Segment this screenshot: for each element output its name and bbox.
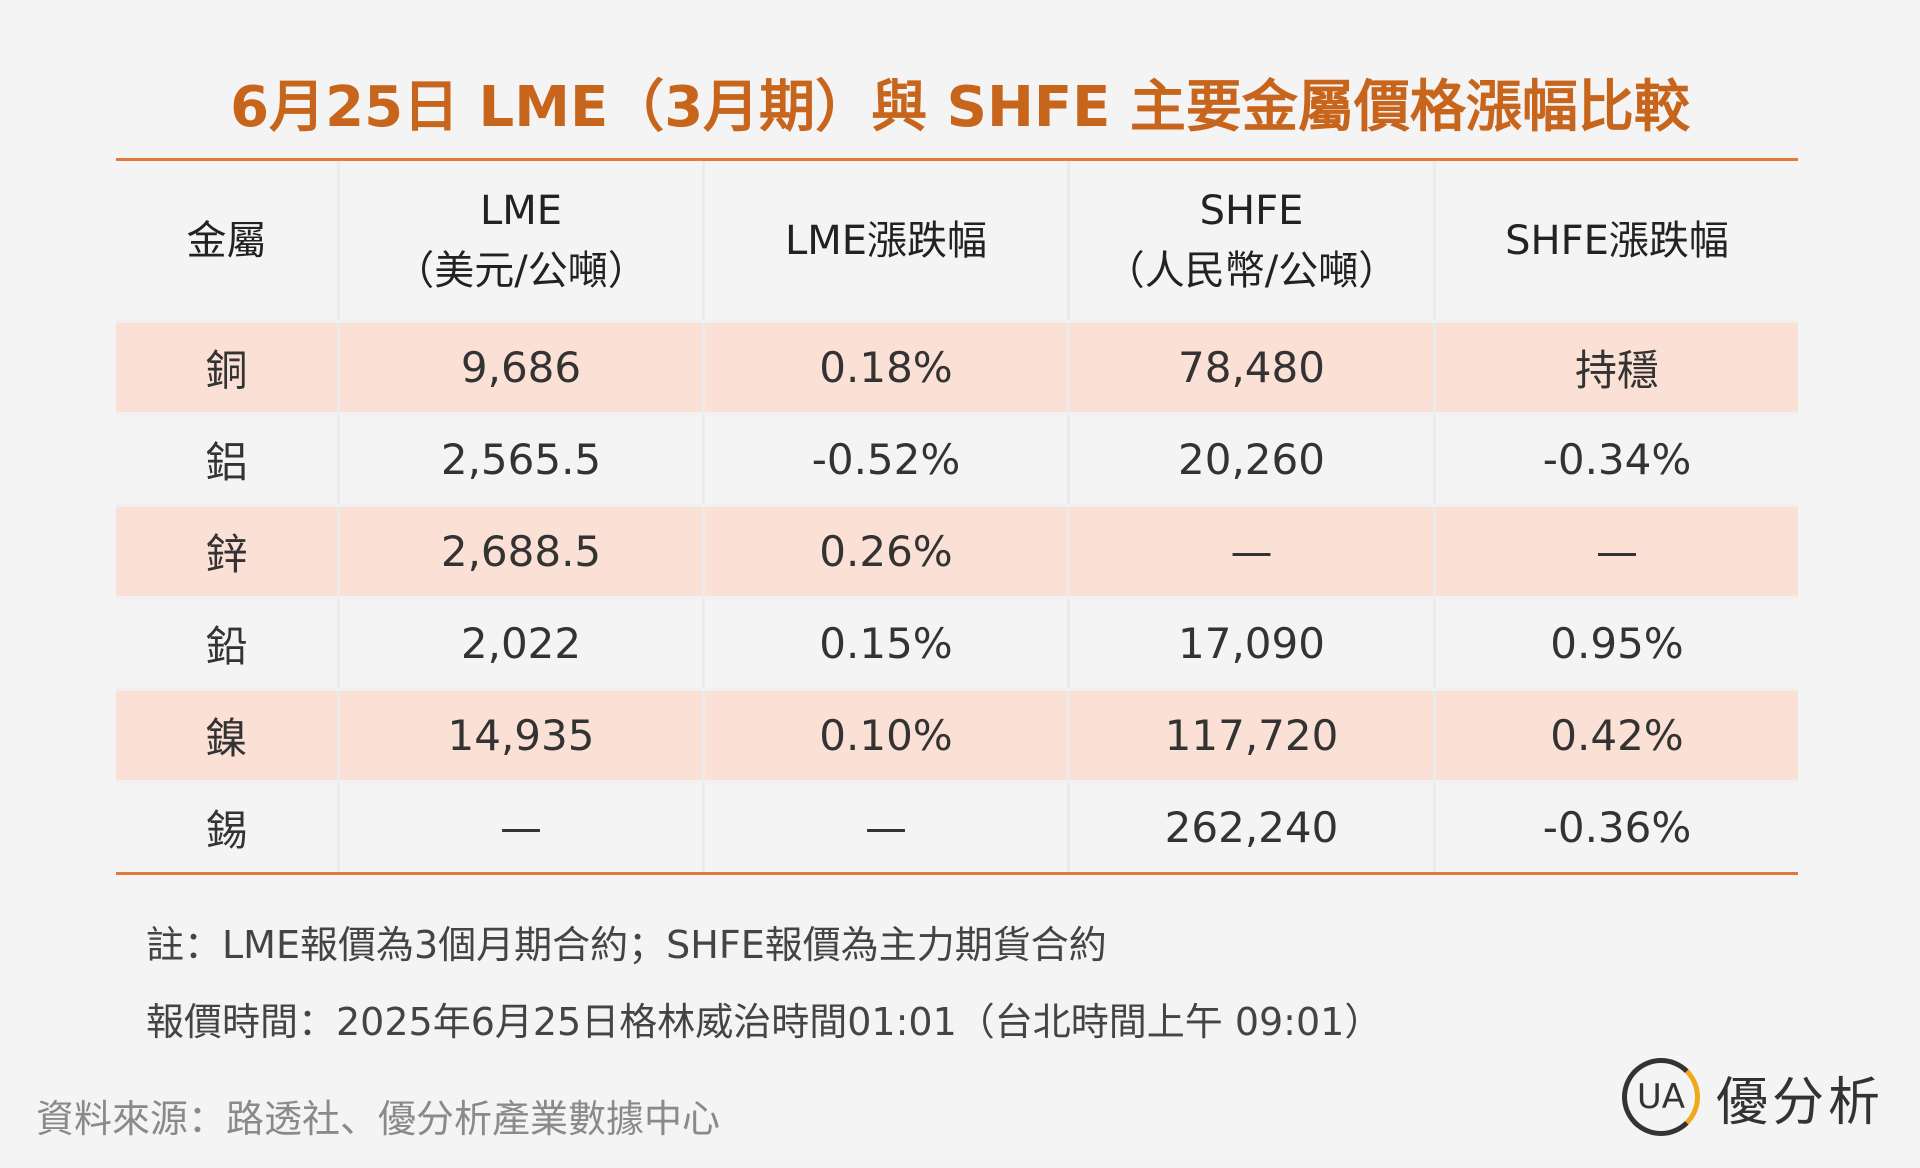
- header-cell: SHFE漲跌幅: [1433, 161, 1798, 320]
- table-row: 鉛 2,022 0.15% 17,090 0.95%: [116, 596, 1798, 688]
- table-cell: 錫: [205, 806, 248, 855]
- table-cell: 0.15%: [702, 599, 1067, 688]
- table-cell: 14,935: [337, 691, 702, 780]
- header-row: 金屬 LME （美元/公噸） LME漲跌幅 SHFE （人民幣/公噸） SHFE漲跌幅: [116, 161, 1798, 320]
- header-text: LME漲跌幅: [784, 217, 988, 264]
- table-cell: 鉛: [205, 622, 248, 671]
- table-cell: 78,480: [1067, 323, 1433, 412]
- table-cell: 0.10%: [702, 691, 1067, 780]
- header-text: SHFE漲跌幅: [1505, 217, 1729, 264]
- table-row: 鋅 2,688.5 0.26% — —: [116, 504, 1798, 596]
- header-cell: LME （美元/公噸）: [337, 161, 702, 320]
- table-cell: -0.34%: [1433, 415, 1798, 504]
- table-row: 鎳 14,935 0.10% 117,720 0.42%: [116, 688, 1798, 780]
- table-cell: —: [1433, 507, 1798, 596]
- header-text: （人民幣/公噸）: [1104, 247, 1399, 294]
- logo: UA 優分析: [1622, 1058, 1884, 1136]
- table-cell: —: [702, 783, 1067, 872]
- table-cell: 2,565.5: [337, 415, 702, 504]
- table-cell: 持穩: [1433, 323, 1798, 412]
- table-cell: 9,686: [337, 323, 702, 412]
- title: 6月25日 LME（3月期）與 SHFE 主要金屬價格漲幅比較: [230, 75, 1690, 140]
- table-cell: 17,090: [1067, 599, 1433, 688]
- table-row: 鋁 2,565.5 -0.52% 20,260 -0.34%: [116, 412, 1798, 504]
- table-cell: 0.26%: [702, 507, 1067, 596]
- table-cell: 0.18%: [702, 323, 1067, 412]
- logo-text: 優分析: [1716, 1072, 1885, 1133]
- table-cell: 2,022: [337, 599, 702, 688]
- table-row: 錫 — —262,240 -0.36%: [116, 780, 1798, 872]
- header-text: （美元/公噸）: [394, 247, 648, 294]
- table-cell: -0.52%: [702, 415, 1067, 504]
- table-row: 銅 9,686 0.18% 78,480 持穩: [116, 320, 1798, 412]
- header-text: LME: [479, 187, 563, 234]
- header-text: 金屬: [186, 217, 267, 264]
- table-cell: 262,240: [1067, 783, 1433, 872]
- table: 金屬 LME （美元/公噸） LME漲跌幅 SHFE （人民幣/公噸） SHFE漲跌幅銅 9,…: [116, 158, 1798, 875]
- table-cell: 0.42%: [1433, 691, 1798, 780]
- table-cell: —: [337, 783, 702, 872]
- table-cell: 鋁: [205, 438, 248, 487]
- source: 資料來源：路透社、優分析產業數據中心: [36, 1097, 721, 1141]
- table-cell: 117,720: [1067, 691, 1433, 780]
- table-cell: 2,688.5: [337, 507, 702, 596]
- header-cell: LME漲跌幅: [702, 161, 1067, 320]
- table-cell: 鋅: [205, 530, 248, 579]
- table-cell: 20,260: [1067, 415, 1433, 504]
- table-cell: 0.95%: [1433, 599, 1798, 688]
- table-cell: 銅: [205, 346, 248, 395]
- logo-mark: UA: [1622, 1058, 1700, 1136]
- header-text: SHFE: [1199, 187, 1304, 234]
- header-cell: 金屬: [116, 161, 337, 320]
- table-cell: —: [1067, 507, 1433, 596]
- table-cell: 鎳: [205, 714, 248, 763]
- note: 註：LME報價為3個月期合約；SHFE報價為主力期貨合約: [146, 923, 1107, 967]
- header-cell: SHFE （人民幣/公噸）: [1067, 161, 1433, 320]
- note: 報價時間：2025年6月25日格林威治時間01:01（台北時間上午 09:01）: [146, 1000, 1383, 1044]
- table-cell: -0.36%: [1433, 783, 1798, 872]
